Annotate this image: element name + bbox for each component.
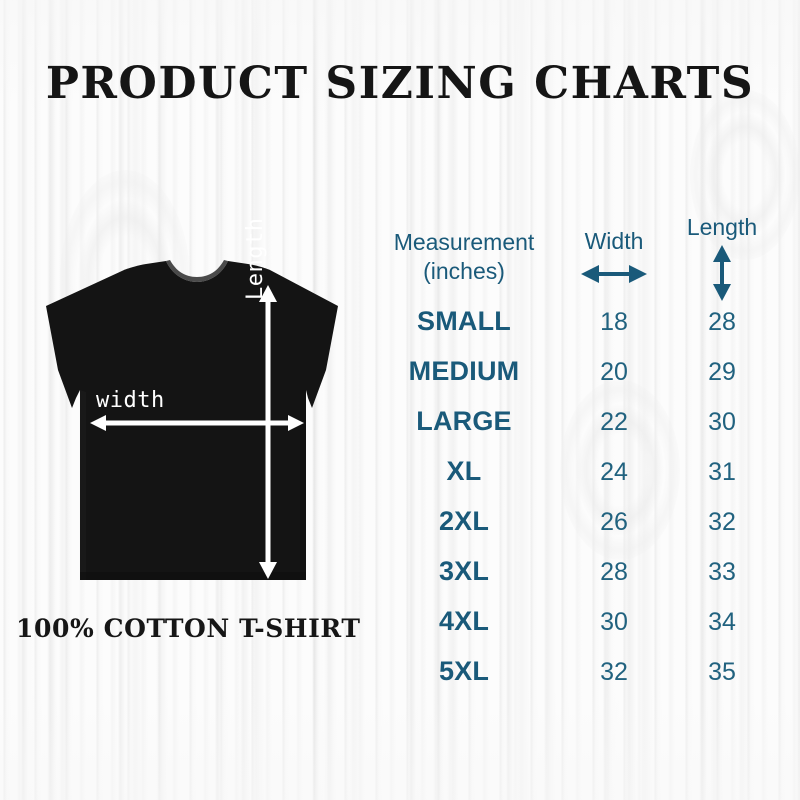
page-title: PRODUCT SIZING CHARTS [45,58,755,109]
column-header-length: Length [666,214,778,302]
shirt-width-label: width [96,388,165,413]
length-arrow-icon [259,285,277,579]
width-value: 24 [600,458,628,486]
length-value: 29 [708,358,736,386]
length-value: 30 [708,408,736,436]
length-value: 34 [708,608,736,636]
width-header-arrow [562,262,666,286]
length-value: 32 [708,508,736,536]
width-value: 28 [600,558,628,586]
table-row: XL 24 31 [366,456,786,506]
size-label: 3XL [438,556,490,586]
column-header-measurement: Measurement (inches) [366,214,562,286]
horizontal-double-arrow-icon [581,265,647,283]
length-value: 35 [708,658,736,686]
tshirt-diagram [6,258,346,588]
column-header-width: Width [562,214,666,286]
width-value: 30 [600,608,628,636]
measurement-arrows [90,285,304,579]
length-value: 28 [708,308,736,336]
length-value: 33 [708,558,736,586]
size-label: 4XL [438,606,490,636]
width-value: 26 [600,508,628,536]
size-label: MEDIUM [408,356,520,386]
size-label: SMALL [417,306,511,336]
size-label: LARGE [416,406,512,436]
width-arrow-icon [90,415,304,431]
width-value: 20 [600,358,628,386]
size-label: 2XL [438,506,490,536]
width-value: 32 [600,658,628,686]
table-row: 3XL 28 33 [366,556,786,606]
width-value: 22 [600,408,628,436]
table-row: 4XL 30 34 [366,606,786,656]
measurement-header-line2: (inches) [423,258,505,284]
table-header-row: Measurement (inches) Width Length [366,214,786,306]
size-label: XL [446,456,482,486]
length-value: 31 [708,458,736,486]
width-value: 18 [600,308,628,336]
length-header-arrow [666,244,778,302]
width-header-label: Width [584,228,644,254]
shirt-length-label: Length [243,217,268,300]
length-header-label: Length [686,214,758,240]
table-row: LARGE 22 30 [366,406,786,456]
vertical-double-arrow-icon [713,245,731,301]
table-row: SMALL 18 28 [366,306,786,356]
size-table: Measurement (inches) Width Length [366,214,786,706]
size-label: 5XL [438,656,490,686]
cotton-caption: 100% COTTON T-SHIRT [16,614,361,643]
measurement-header-line1: Measurement [393,229,535,255]
table-row: 5XL 32 35 [366,656,786,706]
table-row: 2XL 26 32 [366,506,786,556]
table-row: MEDIUM 20 29 [366,356,786,406]
